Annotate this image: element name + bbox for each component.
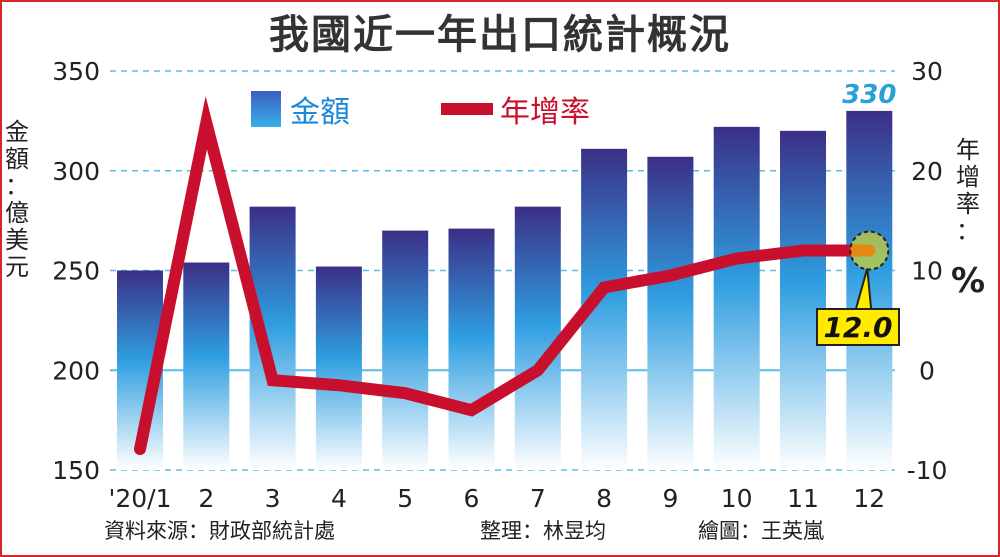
credit-source: 資料來源：財政部統計處 [104, 519, 335, 543]
right-tick-label: 20 [911, 157, 943, 186]
right-axis-title-char: 年 [956, 136, 980, 164]
x-tick-label: 9 [662, 484, 678, 513]
bar-7 [514, 206, 561, 470]
right-axis-title: 年增率： [956, 136, 980, 245]
right-tick-label: 0 [919, 356, 935, 385]
growth-point-3 [271, 379, 274, 382]
bar-4 [315, 266, 362, 470]
line-value-label: 12.0 [823, 311, 892, 344]
x-tick-label: 7 [530, 484, 546, 513]
legend-bar-label: 金額 [290, 95, 350, 130]
right-axis-title-char: 增 [956, 163, 980, 191]
bar-6 [448, 228, 495, 470]
left-axis-title-char: 元 [5, 253, 29, 281]
growth-point-8 [603, 286, 606, 289]
x-tick-label: 10 [721, 484, 753, 513]
left-axis-title: 金額：億美元 [5, 118, 29, 281]
bar-10 [713, 126, 760, 471]
grid-lines [110, 70, 895, 471]
growth-point-4 [337, 384, 340, 387]
legend-line-swatch [441, 103, 493, 115]
growth-point-10 [735, 257, 738, 260]
bar-2 [183, 262, 230, 470]
highlight-circle [849, 230, 890, 271]
left-tick-label: 200 [52, 356, 100, 385]
right-axis-title-char: 率 [956, 190, 980, 218]
left-axis-title-char: 額 [5, 145, 29, 173]
left-axis-title-char: ： [5, 172, 29, 200]
legend: 金額 年增率 [251, 91, 590, 130]
x-tick-label: 3 [265, 484, 281, 513]
x-tick-label: '20/1 [108, 484, 171, 513]
credit-artist: 繪圖：王英嵐 [698, 519, 824, 543]
left-tick-label: 150 [52, 456, 100, 485]
growth-line [134, 96, 876, 456]
growth-point-7 [536, 369, 539, 372]
axis-ticks: 150 200 250 300 350 -10 0 10 20 30 '20/1 2 3 4 5 6 7 8 9 10… [52, 57, 947, 513]
credits: 資料來源：財政部統計處 整理：林昱均 繪圖：王英嵐 [104, 519, 824, 543]
left-tick-label: 350 [52, 57, 100, 86]
legend-line-label: 年增率 [500, 95, 590, 130]
growth-point-2 [205, 121, 208, 124]
left-axis-title-char: 美 [5, 226, 29, 254]
left-tick-label: 250 [52, 257, 100, 286]
bar-11 [780, 130, 826, 470]
growth-point-9 [669, 274, 672, 277]
left-axis-title-char: 金 [5, 118, 29, 146]
x-tick-label: 11 [787, 484, 819, 513]
right-axis-title-char: ： [956, 217, 980, 245]
bar-value-label: 330 [842, 80, 896, 110]
x-tick-label: 4 [331, 484, 347, 513]
x-tick-label: 6 [464, 484, 480, 513]
annotations: 330 12.0 [816, 80, 900, 346]
callout-box [816, 308, 900, 346]
bar-9 [647, 156, 694, 470]
chart-title: 我國近一年出口統計概況 [269, 12, 731, 58]
legend-bar-swatch [251, 91, 281, 127]
left-axis-title-char: 億 [5, 199, 29, 227]
growth-point-6 [470, 409, 473, 412]
x-tick-label: 2 [198, 484, 214, 513]
right-tick-label: -10 [907, 456, 948, 485]
x-tick-label: 5 [397, 484, 413, 513]
growth-point-11 [802, 249, 804, 252]
x-tick-label: 12 [853, 484, 885, 513]
bar-series [117, 110, 893, 471]
growth-point-1 [139, 448, 141, 451]
right-tick-label: 30 [911, 57, 943, 86]
right-axis-unit: % [951, 261, 985, 301]
credit-editor: 整理：林昱均 [480, 519, 606, 543]
growth-point-5 [404, 392, 407, 395]
bar-5 [382, 230, 429, 470]
x-tick-label: 8 [596, 484, 612, 513]
right-tick-label: 10 [911, 257, 943, 286]
left-tick-label: 300 [52, 157, 100, 186]
